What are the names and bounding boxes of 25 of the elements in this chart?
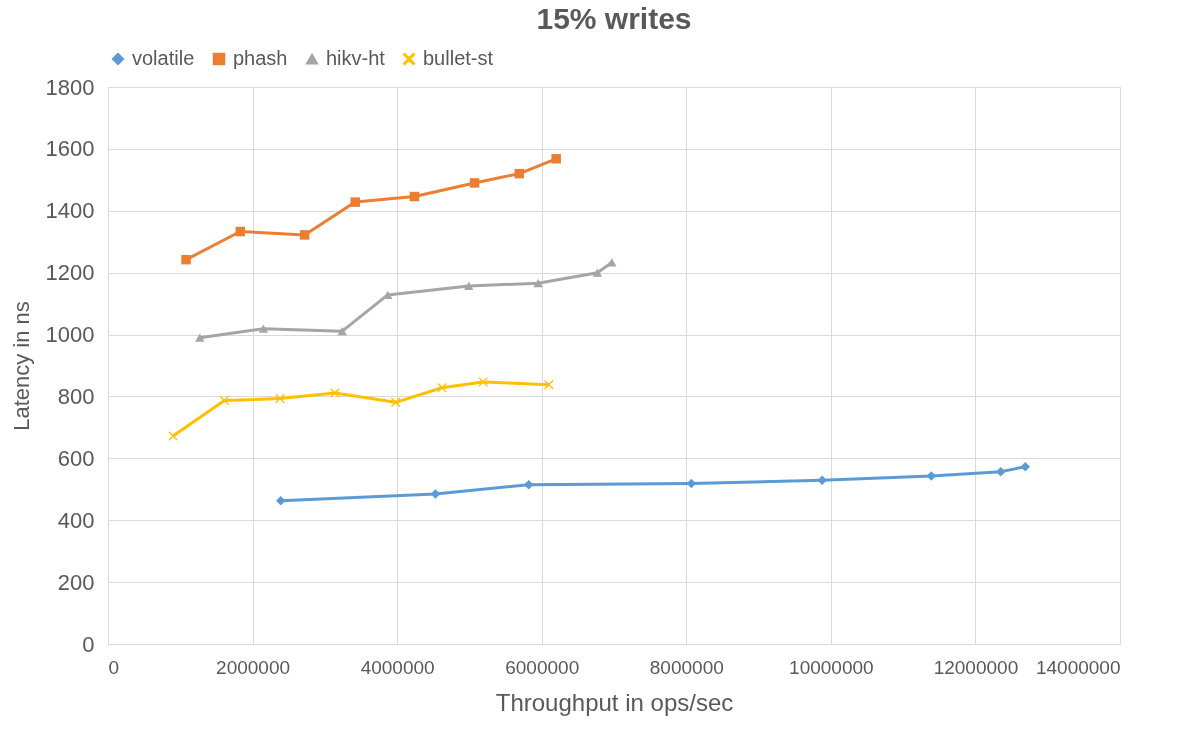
y-tick-label: 600 bbox=[57, 445, 95, 471]
x-tick-label: 4000000 bbox=[360, 656, 435, 678]
y-tick-label: 1800 bbox=[45, 74, 95, 100]
x-tick-label: 6000000 bbox=[505, 656, 580, 678]
y-tick-label: 400 bbox=[57, 507, 95, 533]
x-tick-label: 12000000 bbox=[933, 656, 1019, 678]
legend-label: hikv-ht bbox=[326, 47, 386, 69]
x-tick-label: 10000000 bbox=[789, 656, 874, 678]
x-tick-label: 14000000 bbox=[1035, 656, 1121, 678]
y-tick-label: 1600 bbox=[45, 136, 95, 162]
y-tick-label: 0 bbox=[82, 631, 95, 657]
x-tick-label: 0 bbox=[108, 656, 120, 678]
y-tick-label: 800 bbox=[57, 383, 95, 409]
x-tick-label: 2000000 bbox=[216, 656, 291, 678]
y-tick-label: 1200 bbox=[45, 260, 95, 286]
legend-label: volatile bbox=[132, 47, 195, 69]
y-tick-label: 1000 bbox=[45, 322, 95, 348]
y-tick-label: 200 bbox=[57, 569, 95, 595]
y-axis-title: Latency in ns bbox=[8, 301, 34, 431]
legend-label: bullet-st bbox=[423, 47, 494, 69]
x-tick-label: 8000000 bbox=[649, 656, 724, 678]
legend-label: phash bbox=[233, 47, 288, 69]
x-axis-title: Throughput in ops/sec bbox=[495, 688, 734, 716]
y-tick-label: 1400 bbox=[45, 198, 95, 224]
chart-title: 15% writes bbox=[536, 2, 692, 35]
